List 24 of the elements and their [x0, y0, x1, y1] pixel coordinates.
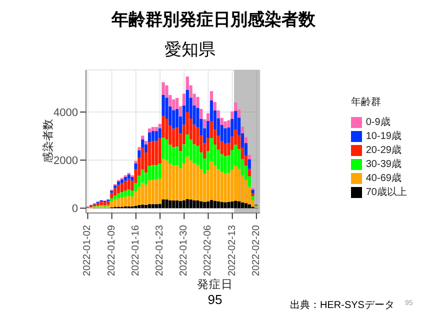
legend-label: 10-19歳 [366, 130, 402, 143]
x-tick-label: 2022-02-06 [202, 224, 214, 276]
legend-label: 70歳以上 [366, 186, 407, 199]
x-tick-label: 2022-02-13 [226, 224, 238, 276]
legend-title: 年齢群 [350, 96, 382, 109]
x-tick-label: 2022-02-20 [250, 224, 262, 276]
x-axis-title: 発症日 [196, 278, 234, 292]
chart-title: 年齢群別発症日別感染者数 [110, 9, 316, 31]
y-tick-label: 4000 [54, 106, 78, 119]
x-tick-label: 2022-01-16 [130, 224, 142, 276]
x-tick-label: 2022-01-02 [82, 224, 94, 276]
text: 95 [206, 292, 224, 307]
y-tick-label: 2000 [54, 155, 78, 168]
legend-label: 20-29歳 [366, 144, 402, 157]
x-tick-label: 2022-01-09 [106, 224, 118, 276]
x-tick-label: 2022-01-30 [178, 224, 190, 276]
legend-label: 0-9歳 [366, 116, 390, 129]
y-tick-label: 0 [72, 203, 78, 216]
legend-label: 30-39歳 [366, 158, 402, 171]
y-axis-title: 感染者数 [41, 119, 54, 163]
chart-subtitle: 愛知県 [164, 39, 216, 61]
source-note: 出典：HER-SYSデータ [290, 298, 394, 312]
legend-label: 40-69歳 [366, 172, 402, 185]
x-tick-label: 2022-01-23 [154, 224, 166, 276]
